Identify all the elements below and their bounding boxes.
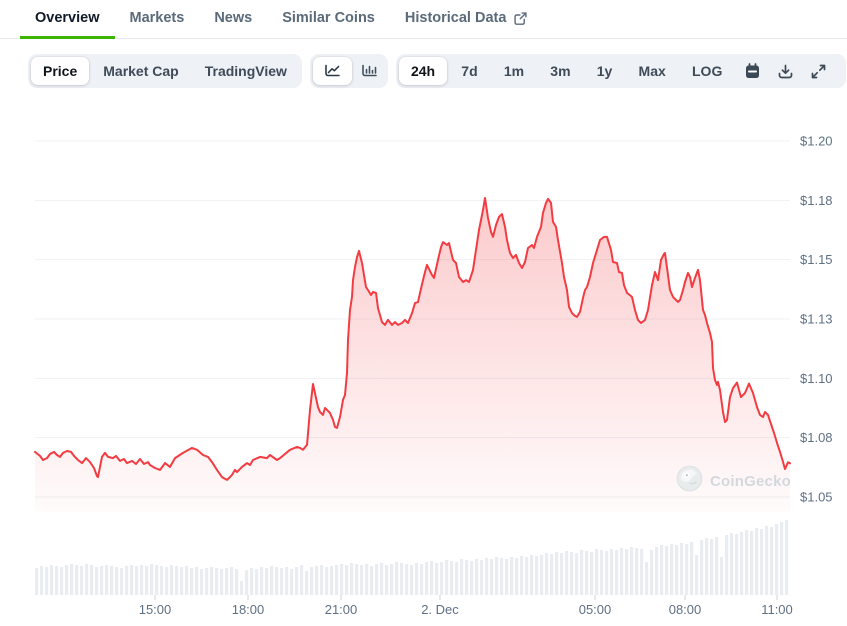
svg-text:11:00: 11:00 (761, 602, 793, 617)
svg-text:$1.20: $1.20 (800, 134, 833, 149)
tab-historical-data-label: Historical Data (404, 10, 507, 26)
svg-text:18:00: 18:00 (232, 602, 265, 617)
range-3m-button[interactable]: 3m (538, 57, 582, 85)
tab-markets[interactable]: Markets (129, 10, 185, 26)
range-segment: 24h 7d 1m 3m 1y Max LOG (395, 54, 846, 88)
date-range-button[interactable] (737, 57, 768, 85)
metric-segment: Price Market Cap TradingView (28, 54, 302, 88)
range-7d-button[interactable]: 7d (449, 57, 489, 85)
tab-historical-data[interactable]: Historical Data (390, 0, 544, 39)
price-button[interactable]: Price (31, 57, 90, 85)
svg-text:$1.05: $1.05 (800, 490, 833, 505)
range-1m-button[interactable]: 1m (492, 57, 536, 85)
tradingview-button[interactable]: TradingView (193, 57, 299, 85)
svg-text:$1.10: $1.10 (800, 371, 833, 386)
svg-text:2. Dec: 2. Dec (421, 602, 459, 617)
line-chart-button[interactable] (312, 57, 352, 85)
page-tabs: Overview Markets News Similar Coins Hist… (0, 0, 847, 39)
download-icon (776, 62, 795, 81)
svg-text:21:00: 21:00 (325, 602, 358, 617)
svg-text:08:00: 08:00 (669, 602, 702, 617)
log-scale-button[interactable]: LOG (680, 57, 734, 85)
tab-similar-coins[interactable]: Similar Coins (282, 10, 375, 26)
external-link-icon (513, 11, 528, 26)
chart-type-segment (309, 54, 388, 88)
calendar-icon (743, 62, 762, 81)
download-chart-button[interactable] (770, 57, 801, 85)
svg-text:$1.13: $1.13 (800, 312, 833, 327)
expand-icon (809, 62, 828, 81)
svg-text:05:00: 05:00 (579, 602, 612, 617)
tab-news[interactable]: News (214, 10, 253, 26)
market-cap-button[interactable]: Market Cap (91, 57, 190, 85)
range-1y-button[interactable]: 1y (585, 57, 625, 85)
svg-text:$1.08: $1.08 (800, 430, 833, 445)
bar-chart-icon (360, 62, 379, 80)
svg-text:15:00: 15:00 (139, 602, 172, 617)
range-max-button[interactable]: Max (627, 57, 678, 85)
line-chart-icon (323, 62, 342, 80)
tab-overview[interactable]: Overview (20, 0, 115, 39)
range-24h-button[interactable]: 24h (398, 57, 448, 85)
chart-toolbar: Price Market Cap TradingView (28, 54, 846, 88)
svg-text:$1.18: $1.18 (800, 193, 833, 208)
fullscreen-button[interactable] (803, 57, 834, 85)
svg-text:$1.15: $1.15 (800, 252, 833, 267)
bar-chart-button[interactable] (354, 57, 385, 85)
